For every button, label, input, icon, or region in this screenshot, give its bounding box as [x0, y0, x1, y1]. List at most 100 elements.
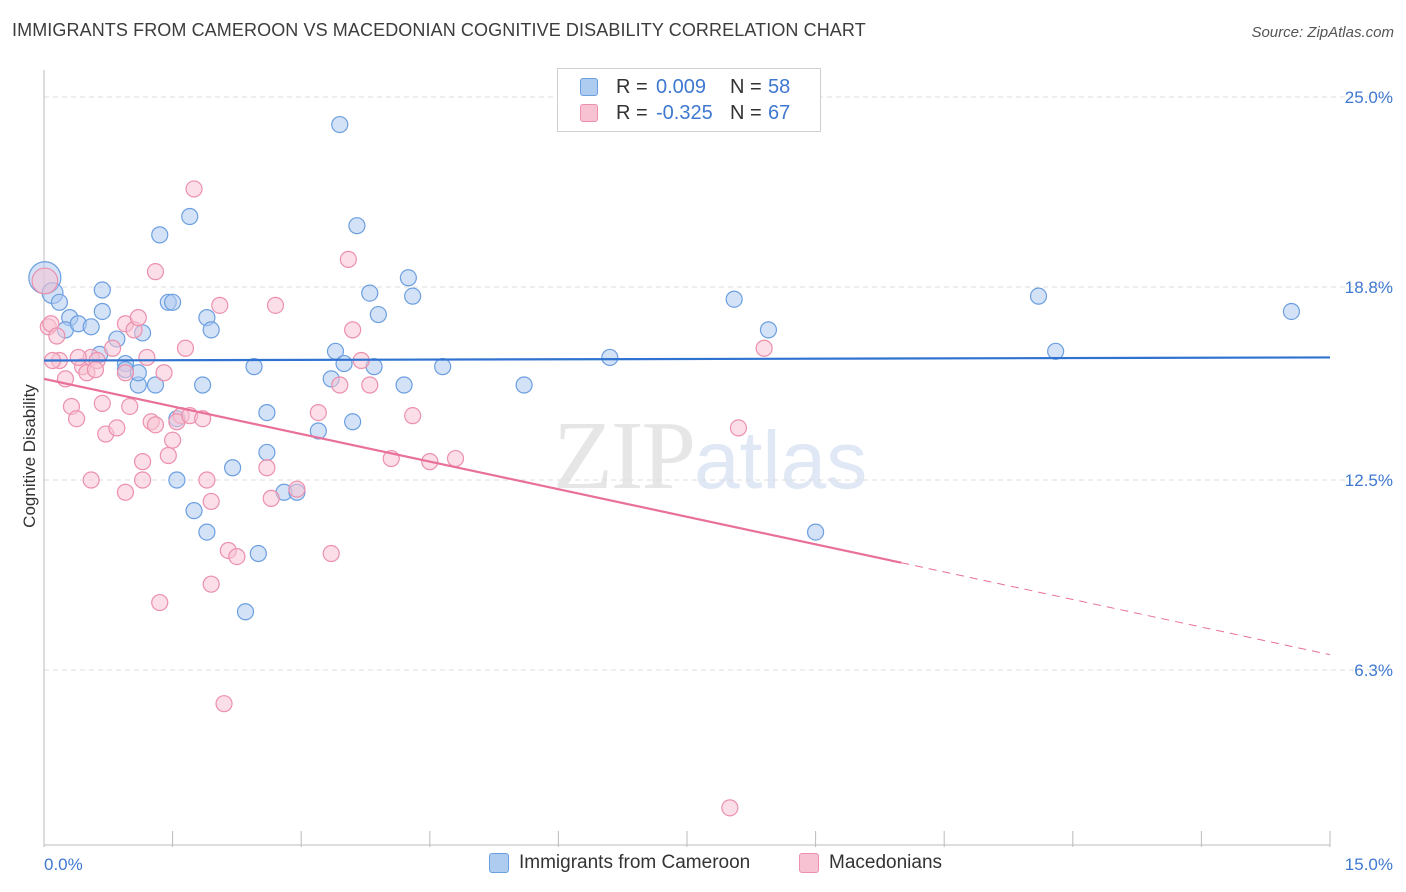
y-tick-label: 25.0%	[1345, 88, 1393, 107]
macedonian-point	[228, 547, 246, 566]
macedonian-point	[164, 431, 182, 449]
y-tick-label: 18.8%	[1345, 278, 1393, 297]
y-axis-label: Cognitive Disability	[20, 384, 39, 528]
cameroon-point	[151, 226, 169, 244]
stats-legend-row-cameroon: R = 0.009 N = 58	[580, 75, 790, 99]
cameroon-point	[258, 403, 276, 422]
x-tick-label: 0.0%	[44, 855, 83, 874]
macedonian-point	[262, 489, 280, 507]
cameroon-point	[348, 217, 366, 235]
macedonian-point	[67, 410, 86, 428]
cameroon-point	[335, 354, 353, 373]
cameroon-point	[93, 302, 111, 321]
macedonian-point	[185, 180, 203, 198]
cameroon-point	[185, 502, 203, 520]
legend-item-cameroon: Immigrants from Cameroon	[489, 852, 750, 874]
macedonian-point	[721, 799, 739, 817]
n-label: N =	[730, 75, 762, 98]
macedonian-point	[86, 361, 105, 379]
macedonian-point	[729, 419, 748, 437]
macedonian-point	[138, 348, 156, 367]
macedonian-point	[344, 321, 362, 339]
legend-label-macedonians: Macedonians	[829, 852, 943, 873]
legend-label-cameroon: Immigrants from Cameroon	[519, 852, 751, 873]
cameroon-point	[93, 281, 111, 299]
macedonian-point	[133, 453, 152, 471]
cameroon-point	[1029, 287, 1048, 305]
cameroon-point	[236, 603, 255, 621]
macedonian-point	[116, 483, 135, 501]
macedonian-point	[755, 339, 773, 357]
macedonian-point	[146, 263, 165, 281]
watermark: ZIPatlas	[553, 400, 867, 512]
cameroon-point	[806, 523, 825, 541]
cameroon-point	[181, 207, 199, 226]
cameroon-point	[404, 287, 422, 305]
cameroon-point	[168, 471, 186, 489]
y-tick-label: 6.3%	[1354, 661, 1393, 680]
cameroon-point	[369, 305, 387, 324]
macedonian-point	[146, 416, 165, 434]
cameroon-point	[434, 358, 452, 376]
macedonian-trend-extrapolation	[901, 562, 1331, 656]
x-tick-label: 15.0%	[1345, 855, 1393, 874]
cameroon-point	[164, 293, 182, 311]
cameroon-point	[224, 459, 242, 477]
cameroon-swatch	[580, 78, 598, 96]
cameroon-point	[1047, 342, 1065, 360]
macedonian-point	[211, 296, 229, 314]
macedonian-point	[129, 309, 147, 327]
macedonian-point	[176, 339, 195, 357]
stats-legend: R = 0.009 N = 58 R = -0.325 N = 67	[557, 68, 821, 132]
macedonian-point	[288, 480, 306, 498]
r-label: R =	[616, 101, 648, 124]
cameroon-point	[245, 358, 263, 376]
cameroon-point	[50, 293, 69, 311]
cameroon-point	[331, 115, 349, 134]
cameroon-point	[309, 422, 327, 440]
macedonian-point	[202, 492, 220, 511]
legend-swatch-cameroon	[489, 853, 509, 873]
r-value: -0.325	[656, 101, 713, 124]
cameroon-point	[515, 376, 533, 394]
cameroon-point	[601, 348, 619, 367]
cameroon-point	[258, 443, 276, 462]
macedonian-point	[309, 403, 327, 422]
macedonian-point	[446, 449, 465, 468]
cameroon-point	[194, 376, 212, 394]
legend-swatch-macedonians	[799, 853, 819, 873]
cameroon-point	[395, 376, 413, 394]
macedonian-point	[48, 327, 66, 345]
macedonian-point	[82, 471, 100, 489]
macedonian-point	[151, 593, 169, 612]
macedonian-point	[198, 471, 216, 489]
cameroon-point	[1282, 302, 1301, 321]
cameroon-trend-line	[43, 356, 1331, 362]
macedonian-point	[116, 364, 135, 382]
n-value: 58	[768, 75, 791, 98]
cameroon-point	[198, 523, 216, 541]
watermark-atlas: atlas	[694, 415, 868, 506]
macedonian-point	[103, 339, 122, 357]
r-value: 0.009	[656, 75, 707, 98]
n-value: 67	[768, 101, 791, 124]
macedonian-point	[331, 376, 349, 394]
n-label: N =	[730, 101, 762, 124]
cameroon-point	[759, 321, 778, 339]
macedonian-trend-line	[43, 377, 902, 564]
legend-item-macedonians: Macedonians	[799, 852, 942, 874]
macedonian-point	[155, 364, 173, 382]
macedonian-point	[108, 419, 126, 437]
cameroon-point	[725, 290, 743, 308]
cameroon-point	[202, 321, 220, 339]
stats-legend-row-macedonians: R = -0.325 N = 67	[580, 101, 790, 125]
macedonian-point	[339, 250, 357, 268]
cameroon-point	[361, 284, 379, 302]
cameroon-point	[146, 376, 165, 394]
macedonian-point	[133, 471, 152, 489]
watermark-zip: ZIP	[553, 402, 696, 510]
macedonian-point	[69, 348, 87, 367]
y-tick-label: 12.5%	[1345, 471, 1393, 490]
cameroon-point	[82, 318, 100, 336]
macedonian-point	[121, 397, 139, 416]
